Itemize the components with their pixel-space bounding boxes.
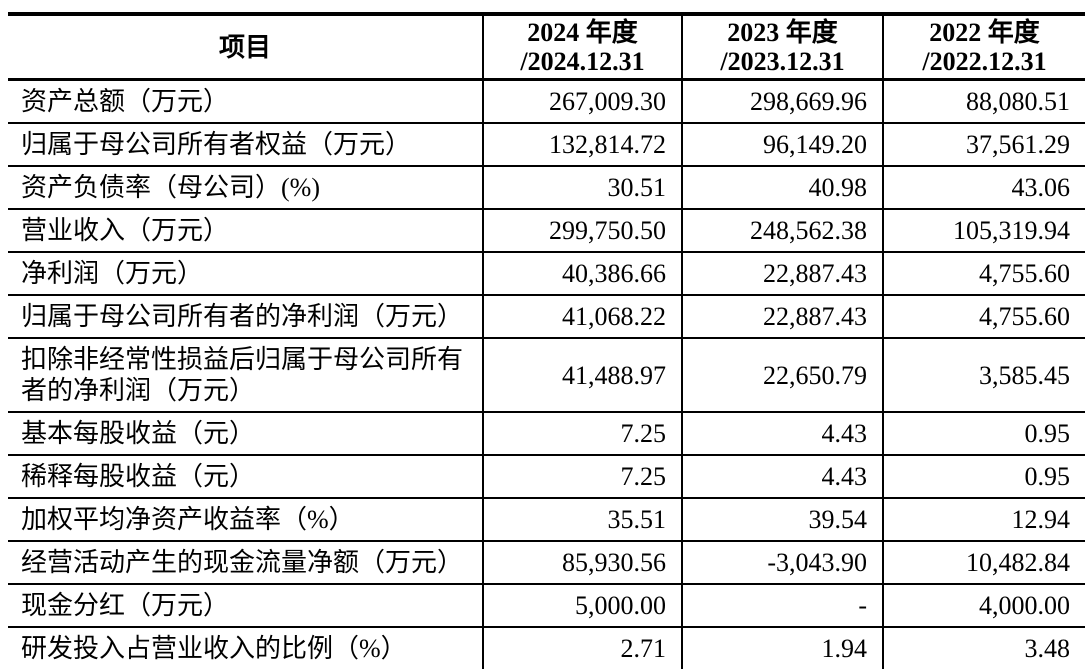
row-value-2023: 22,887.43: [681, 295, 883, 339]
row-value-2024: 267,009.30: [482, 79, 682, 124]
row-label: 归属于母公司所有者的净利润（万元）: [8, 295, 483, 339]
row-value-2022: 3,585.45: [882, 338, 1085, 413]
row-label: 营业收入（万元）: [8, 209, 483, 253]
row-value-2023: 248,562.38: [681, 209, 883, 253]
row-value-2024: 41,068.22: [482, 295, 682, 339]
row-label: 加权平均净资产收益率（%）: [8, 498, 483, 542]
row-value-2024: 299,750.50: [482, 209, 682, 253]
row-value-2022: 105,319.94: [882, 209, 1085, 253]
row-value-2023: 22,650.79: [681, 338, 883, 413]
col-header-2022-line2: /2022.12.31: [922, 47, 1047, 76]
row-value-2022: 4,755.60: [882, 252, 1085, 296]
table-row: 基本每股收益（元） 7.25 4.43 0.95: [8, 412, 1085, 456]
row-label: 资产负债率（母公司）(%): [8, 166, 483, 210]
row-value-2023: 40.98: [681, 166, 883, 210]
col-header-2023-line2: /2023.12.31: [720, 47, 845, 76]
table-row: 资产负债率（母公司）(%) 30.51 40.98 43.06: [8, 166, 1085, 210]
table-row: 加权平均净资产收益率（%） 35.51 39.54 12.94: [8, 498, 1085, 542]
table-row: 稀释每股收益（元） 7.25 4.43 0.95: [8, 455, 1085, 499]
table-row: 归属于母公司所有者的净利润（万元） 41,068.22 22,887.43 4,…: [8, 295, 1085, 339]
row-value-2023: -: [681, 584, 883, 628]
table-row: 现金分红（万元） 5,000.00 - 4,000.00: [8, 584, 1085, 628]
row-value-2023: 39.54: [681, 498, 883, 542]
row-value-2023: 298,669.96: [681, 79, 883, 124]
row-value-2023: 1.94: [681, 627, 883, 669]
col-header-2024-line1: 2024 年度: [527, 18, 638, 47]
row-value-2024: 40,386.66: [482, 252, 682, 296]
row-value-2023: 96,149.20: [681, 123, 883, 167]
row-value-2022: 4,000.00: [882, 584, 1085, 628]
row-value-2022: 12.94: [882, 498, 1085, 542]
table-row: 扣除非经常性损益后归属于母公司所有者的净利润（万元） 41,488.97 22,…: [8, 338, 1085, 413]
col-header-2022-line1: 2022 年度: [929, 18, 1040, 47]
row-label: 归属于母公司所有者权益（万元）: [8, 123, 483, 167]
row-value-2024: 5,000.00: [482, 584, 682, 628]
row-label: 净利润（万元）: [8, 252, 483, 296]
col-header-2023: 2023 年度 /2023.12.31: [681, 14, 883, 81]
financial-summary-table: 项目 2024 年度 /2024.12.31 2023 年度 /2023.12.…: [8, 12, 1085, 669]
col-header-2023-line1: 2023 年度: [727, 18, 838, 47]
row-value-2024: 132,814.72: [482, 123, 682, 167]
row-value-2022: 3.48: [882, 627, 1085, 669]
row-label: 现金分红（万元）: [8, 584, 483, 628]
row-value-2024: 2.71: [482, 627, 682, 669]
table-row: 研发投入占营业收入的比例（%） 2.71 1.94 3.48: [8, 627, 1085, 669]
row-value-2024: 30.51: [482, 166, 682, 210]
row-label: 稀释每股收益（元）: [8, 455, 483, 499]
table-row: 经营活动产生的现金流量净额（万元） 85,930.56 -3,043.90 10…: [8, 541, 1085, 585]
row-value-2024: 35.51: [482, 498, 682, 542]
row-value-2024: 85,930.56: [482, 541, 682, 585]
row-value-2024: 7.25: [482, 455, 682, 499]
col-header-item-label: 项目: [218, 32, 271, 62]
row-label: 扣除非经常性损益后归属于母公司所有者的净利润（万元）: [8, 338, 483, 413]
table-row: 营业收入（万元） 299,750.50 248,562.38 105,319.9…: [8, 209, 1085, 253]
table-row: 归属于母公司所有者权益（万元） 132,814.72 96,149.20 37,…: [8, 123, 1085, 167]
row-value-2022: 10,482.84: [882, 541, 1085, 585]
row-value-2023: 4.43: [681, 455, 883, 499]
col-header-2024-line2: /2024.12.31: [520, 47, 645, 76]
row-value-2022: 4,755.60: [882, 295, 1085, 339]
row-value-2024: 41,488.97: [482, 338, 682, 413]
row-value-2022: 0.95: [882, 455, 1085, 499]
row-value-2022: 37,561.29: [882, 123, 1085, 167]
col-header-2022: 2022 年度 /2022.12.31: [882, 14, 1085, 81]
row-label: 经营活动产生的现金流量净额（万元）: [8, 541, 483, 585]
row-value-2023: 22,887.43: [681, 252, 883, 296]
row-value-2022: 0.95: [882, 412, 1085, 456]
table-row: 净利润（万元） 40,386.66 22,887.43 4,755.60: [8, 252, 1085, 296]
col-header-2024: 2024 年度 /2024.12.31: [482, 14, 682, 81]
row-label: 研发投入占营业收入的比例（%）: [21, 634, 407, 663]
row-value-2023: -3,043.90: [681, 541, 883, 585]
header-row: 项目 2024 年度 /2024.12.31 2023 年度 /2023.12.…: [8, 14, 1085, 81]
row-value-2024: 7.25: [482, 412, 682, 456]
row-label: 资产总额（万元）: [8, 79, 483, 124]
row-value-2022: 88,080.51: [882, 79, 1085, 124]
row-value-2022: 43.06: [882, 166, 1085, 210]
col-header-item: 项目: [8, 14, 483, 81]
row-value-2023: 4.43: [681, 412, 883, 456]
table-row: 资产总额（万元） 267,009.30 298,669.96 88,080.51: [8, 79, 1085, 124]
table-body: 资产总额（万元） 267,009.30 298,669.96 88,080.51…: [8, 79, 1085, 669]
row-label: 基本每股收益（元）: [8, 412, 483, 456]
